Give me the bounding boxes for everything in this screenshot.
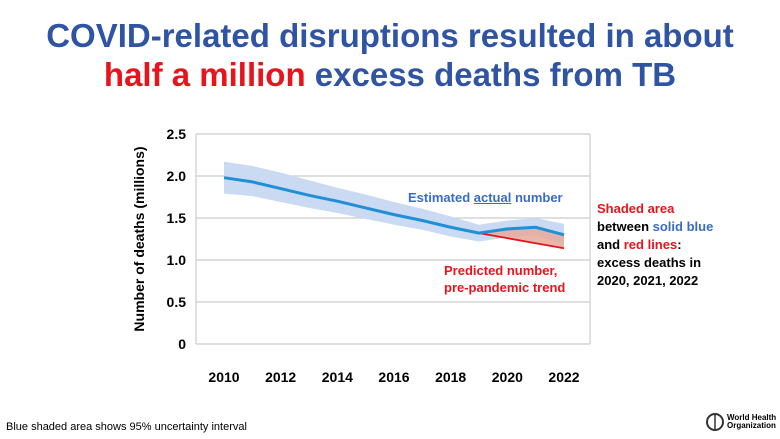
y-tick-label: 1.5 — [167, 210, 187, 226]
x-tick-label: 2020 — [492, 369, 523, 385]
y-tick-label: 0 — [178, 336, 186, 352]
x-tick-label: 2022 — [548, 369, 579, 385]
x-tick-label: 2018 — [435, 369, 466, 385]
title-rest: excess deaths from TB — [305, 56, 677, 93]
excess-deaths-area — [479, 227, 564, 249]
who-emblem-icon — [706, 413, 724, 431]
predicted-line — [478, 232, 565, 250]
y-tick-label: 2.0 — [167, 168, 187, 184]
x-tick-label: 2014 — [322, 369, 353, 385]
x-tick-label: 2012 — [265, 369, 296, 385]
slide-title: COVID-related disruptions resulted in ab… — [0, 16, 780, 94]
y-axis-label: Number of deaths (millions) — [131, 146, 147, 331]
x-tick-label: 2016 — [378, 369, 409, 385]
title-line-2: half a million excess deaths from TB — [0, 55, 780, 94]
side-note: Shaded area between solid blue and red l… — [597, 201, 714, 288]
title-highlight: half a million — [103, 56, 306, 93]
actual-label: Estimated actual number — [408, 190, 563, 205]
title-line-1: COVID-related disruptions resulted in ab… — [46, 17, 734, 54]
y-tick-label: 0.5 — [167, 294, 187, 310]
who-logo: World Health Organization — [706, 413, 776, 431]
predicted-label: Predicted number, pre-pandemic trend — [444, 263, 566, 295]
uncertainty-band — [224, 161, 564, 245]
x-tick-label: 2010 — [208, 369, 239, 385]
y-tick-label: 1.0 — [167, 252, 187, 268]
y-tick-label: 2.5 — [167, 126, 187, 142]
footnote: Blue shaded area shows 95% uncertainty i… — [6, 421, 247, 433]
